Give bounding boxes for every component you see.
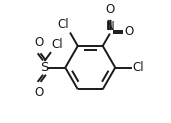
Text: O: O — [35, 86, 44, 99]
Text: O: O — [125, 25, 134, 38]
Text: Cl: Cl — [133, 61, 144, 74]
Text: Cl: Cl — [52, 38, 63, 51]
Text: Cl: Cl — [58, 18, 69, 31]
Text: O: O — [105, 3, 114, 16]
Text: S: S — [40, 61, 49, 74]
Text: O: O — [35, 36, 44, 49]
Text: N: N — [106, 20, 115, 33]
